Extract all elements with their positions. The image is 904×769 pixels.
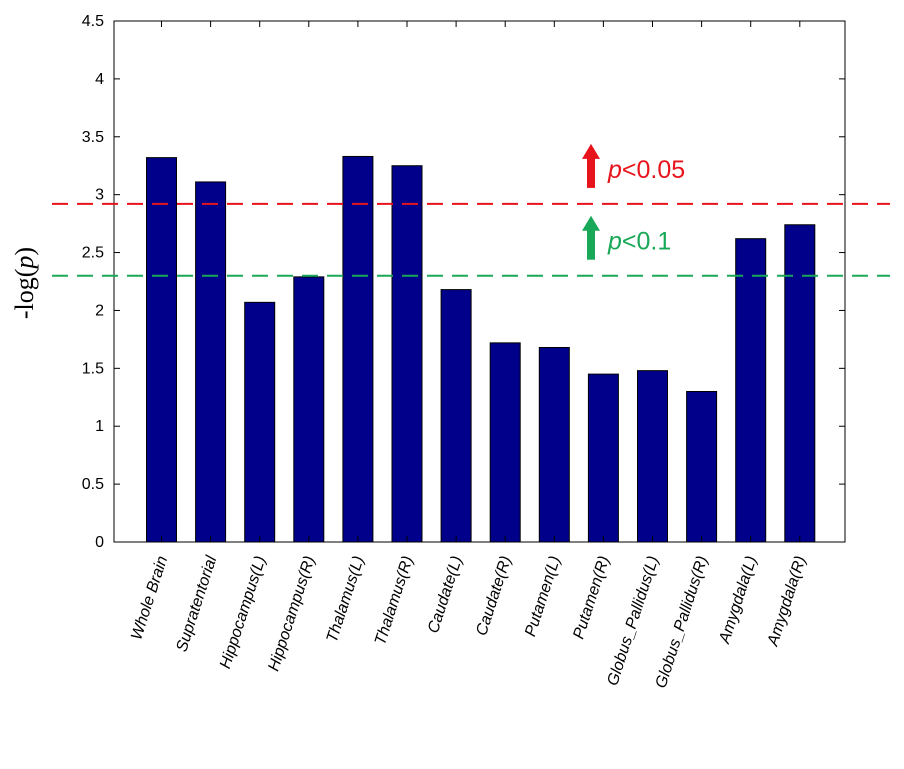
plot-frame: [113, 20, 846, 543]
up-arrow-head-icon: [582, 143, 600, 159]
category-label: Amygdala(R): [764, 554, 809, 649]
y-axis-label-suffix: ): [10, 247, 39, 256]
bar-1: [195, 181, 227, 543]
axes-layer: 0 0.5 1 1.5 2 2.5 3 3.5 4 4.5: [82, 13, 846, 551]
y-tick-label: 1.5: [82, 360, 104, 377]
bar-6: [440, 289, 472, 543]
y-tick-label: 0.5: [82, 476, 104, 493]
threshold-annotation-variable: p: [607, 156, 622, 184]
threshold-annotation: p<0.05: [607, 156, 685, 184]
bar-0: [146, 157, 177, 543]
category-label: Putamen(L): [522, 554, 564, 639]
bar-11: [686, 390, 718, 543]
category-label: Caudate(L): [425, 554, 466, 635]
y-tick-label: 3.5: [82, 129, 104, 146]
threshold-annotation-text: <0.1: [622, 228, 671, 256]
bar-4: [342, 155, 374, 543]
y-tick-label: 2.5: [82, 245, 104, 262]
category-label: Globus_Pallidus(R): [653, 554, 712, 690]
up-arrow-icon: [587, 229, 595, 260]
y-tick-label: 4: [95, 71, 104, 88]
y-tick-label: 3: [95, 187, 104, 204]
threshold-layer: p<0.05p<0.1: [52, 143, 890, 277]
category-label: Caudate(R): [473, 554, 515, 638]
y-tick-label: 1: [95, 418, 104, 435]
category-label: Globus_Pallidus(L): [604, 554, 662, 688]
up-arrow-head-icon: [582, 215, 600, 231]
category-label: Whole Brain: [128, 554, 171, 642]
bar-7: [489, 342, 521, 543]
category-label: Hippocampus(R): [265, 554, 318, 673]
bar-2: [244, 301, 276, 543]
y-tick-label: 4.5: [82, 13, 104, 30]
y-tick-label: 2: [95, 302, 104, 319]
category-label: Supratentorial: [173, 554, 220, 654]
category-label: Thalamus(L): [324, 554, 368, 645]
threshold-annotation-text: <0.05: [622, 156, 685, 184]
threshold-annotation-variable: p: [607, 228, 622, 256]
up-arrow-icon: [587, 157, 595, 188]
bar-5: [391, 165, 423, 543]
category-label: Hippocampus(L): [217, 554, 269, 671]
category-label: Amygdala(L): [716, 554, 761, 646]
category-label: Putamen(R): [570, 554, 613, 641]
category-label: Thalamus(R): [372, 554, 417, 647]
y-axis-label-variable: p: [10, 256, 39, 271]
bar-9: [587, 373, 619, 543]
bar-3: [293, 276, 325, 543]
bars-layer: [146, 155, 816, 543]
label-layer: Whole Brain SupratentorialHippocampus(L)H…: [128, 554, 809, 691]
y-axis-label: -log(p): [10, 247, 39, 319]
bar-12: [735, 238, 767, 543]
bar-13: [784, 224, 816, 543]
y-axis-label-prefix: -log(: [10, 269, 39, 320]
bar-8: [538, 346, 570, 543]
y-tick-label: 0: [95, 534, 104, 551]
threshold-annotation: p<0.1: [607, 228, 671, 256]
bar-10: [637, 370, 668, 543]
